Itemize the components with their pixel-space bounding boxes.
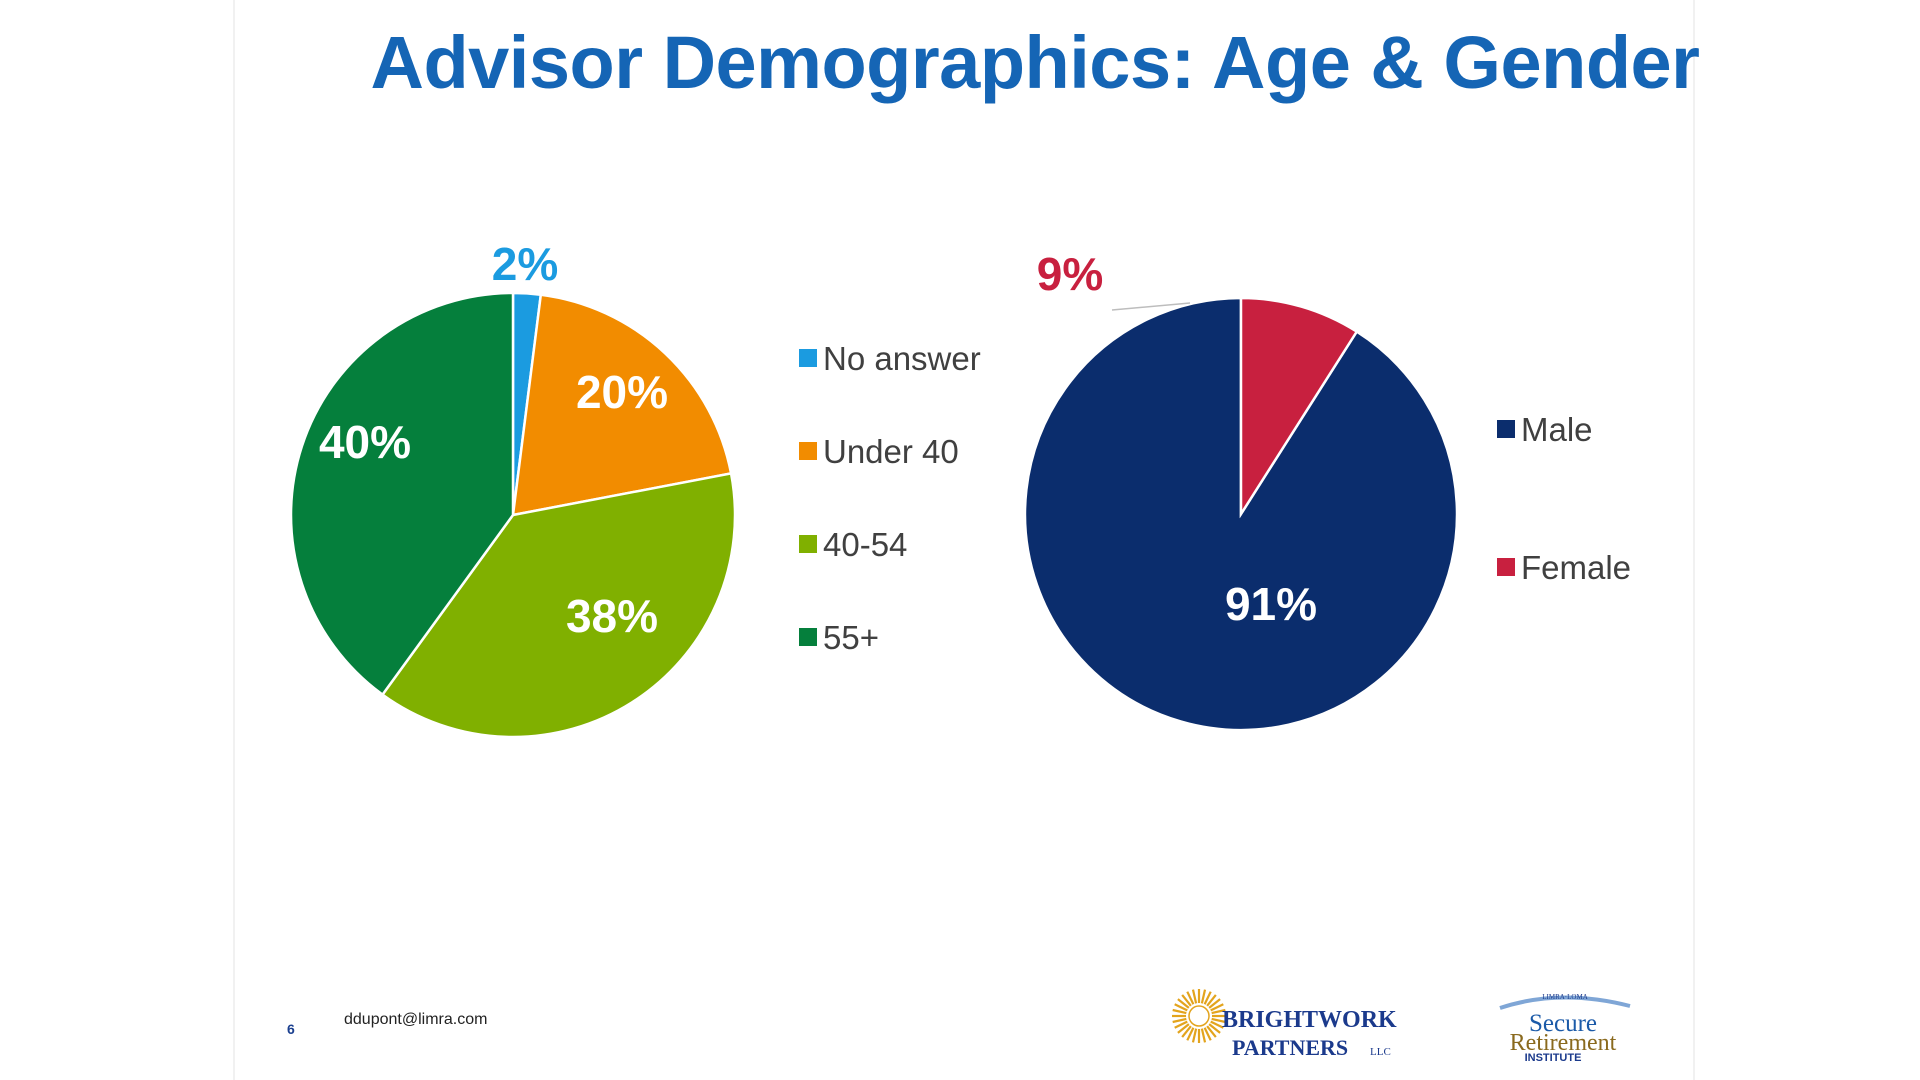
legend-label-no-answer: No answer — [823, 340, 981, 377]
leader-line-female — [1111, 302, 1191, 311]
sunburst-icon — [1172, 989, 1226, 1043]
data-label-male: 91% — [1225, 578, 1317, 630]
sri-logo-line2: Retirement — [1510, 1030, 1617, 1056]
pie-slice-55 — [289, 291, 515, 697]
brightwork-partners-logo: BRIGHTWORK PARTNERS LLC — [1172, 989, 1397, 1060]
legend-swatch-55 — [799, 628, 817, 646]
gender-pie-chart: 91% 9% — [1023, 248, 1459, 732]
legend-swatch-male — [1497, 420, 1515, 438]
sri-logo-line3: INSTITUTE — [1525, 1052, 1582, 1064]
brightwork-logo-line2: PARTNERS — [1232, 1035, 1348, 1060]
age-pie-chart: 2% 20% 38% 40% — [289, 238, 737, 739]
secure-retirement-institute-logo: LIMRA·LOMA Secure Retirement INSTITUTE — [1499, 993, 1631, 1064]
brightwork-logo-line1: BRIGHTWORK — [1222, 1007, 1397, 1033]
pie-slice-under-40 — [511, 293, 733, 517]
legend-swatch-40-54 — [799, 535, 817, 553]
legend-label-female: Female — [1521, 549, 1631, 586]
legend-swatch-under-40 — [799, 442, 817, 460]
footer-email: ddupont@limra.com — [344, 1011, 488, 1028]
legend-label-male: Male — [1521, 411, 1593, 448]
pie-slice-male — [1023, 296, 1459, 732]
data-label-55: 40% — [319, 416, 411, 468]
legend-label-55: 55+ — [823, 619, 879, 656]
legend-label-under-40: Under 40 — [823, 433, 959, 470]
sri-logo-line1: Secure — [1529, 1010, 1597, 1037]
data-label-under-40: 20% — [576, 366, 668, 418]
logo-arc-icon — [1499, 995, 1631, 1010]
page-number: 6 — [287, 1021, 295, 1037]
slide-title: Advisor Demographics: Age & Gender — [370, 21, 1700, 104]
legend-swatch-female — [1497, 558, 1515, 576]
pie-slice-female — [1239, 296, 1359, 519]
gender-legend: Male Female — [1497, 411, 1631, 586]
sri-logo-top: LIMRA·LOMA — [1542, 993, 1588, 1001]
slide-right-edge — [1693, 0, 1695, 1080]
age-legend: No answer Under 40 40-54 55+ — [799, 340, 981, 656]
data-label-no-answer: 2% — [492, 238, 558, 290]
pie-slice-40-54 — [380, 471, 737, 739]
brightwork-logo-suffix: LLC — [1370, 1046, 1391, 1058]
slide-left-edge — [233, 0, 235, 1080]
data-label-40-54: 38% — [566, 590, 658, 642]
data-label-female: 9% — [1037, 248, 1103, 300]
legend-swatch-no-answer — [799, 349, 817, 367]
legend-label-40-54: 40-54 — [823, 526, 907, 563]
